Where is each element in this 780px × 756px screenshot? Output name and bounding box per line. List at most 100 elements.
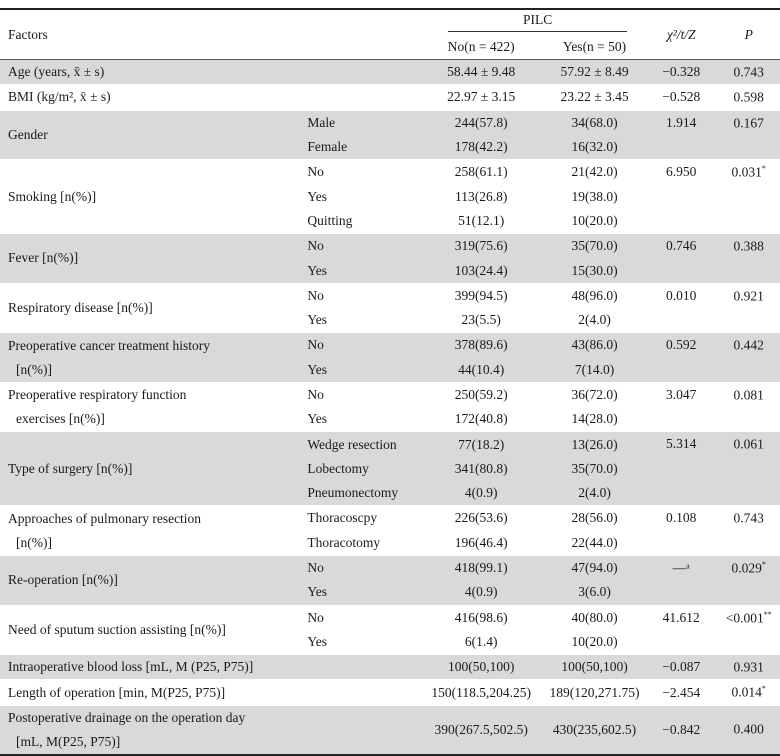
pilc-no-value: 100(50,100) xyxy=(418,654,545,680)
statistic-value: —ᵃ xyxy=(644,554,718,606)
factor-label: Respiratory disease [n(%)] xyxy=(0,282,306,333)
pilc-no-value: 6(1.4) xyxy=(418,629,545,655)
pilc-no-value: 51(12.1) xyxy=(418,208,545,234)
pilc-no-value: 103(24.4) xyxy=(418,258,545,284)
pilc-no-value: 23(5.5) xyxy=(418,307,545,333)
factor-label-line: Approaches of pulmonary resection xyxy=(8,510,202,526)
subgroup-label: Yes xyxy=(305,357,419,383)
table-row: Yes 6(1.4) 10(20.0) xyxy=(0,629,780,655)
pilc-no-value: 418(99.1) xyxy=(418,554,545,581)
table-row: Gender Male 244(57.8) 34(68.0) 1.914 0.167 xyxy=(0,109,780,160)
p-value: 0.931 xyxy=(717,654,780,680)
p-value: 0.167 xyxy=(717,109,780,160)
p-value: 0.400 xyxy=(717,704,780,755)
pilc-no-value: 172(40.8) xyxy=(418,407,545,432)
table-row: Yes 113(26.8) 19(38.0) xyxy=(0,184,780,209)
pilc-no-value: 319(75.6) xyxy=(418,233,545,259)
table-row: Yes 103(24.4) 15(30.0) xyxy=(0,258,780,284)
factor-label-line: [mL, M(P25, P75)] xyxy=(16,733,121,749)
table-row: Lobectomy 341(80.8) 35(70.0) xyxy=(0,456,780,482)
subgroup-label: Wedge resection xyxy=(305,431,419,457)
factor-label-line: [n(%)] xyxy=(16,361,52,377)
table-row: Fever [n(%)] No 319(75.6) 35(70.0) 0.746 0.38… xyxy=(0,233,780,284)
pilc-no-value: 399(94.5) xyxy=(418,282,545,308)
table-row: Type of surgery [n(%)] Wedge resection 77(… xyxy=(0,431,780,506)
p-value-text: 0.061 xyxy=(733,436,764,452)
p-value-text: 0.388 xyxy=(733,238,764,254)
significance-mark: ** xyxy=(763,609,772,619)
pilc-no-value: 58.44 ± 9.48 xyxy=(418,58,545,85)
p-value-text: 0.400 xyxy=(733,721,764,737)
pilc-yes-value: 10(20.0) xyxy=(544,208,645,234)
pilc-no-value: 244(57.8) xyxy=(418,109,545,135)
pilc-no-value: 22.97 ± 3.15 xyxy=(418,84,545,111)
pilc-yes-value: 47(94.0) xyxy=(544,554,645,581)
pilc-yes-value: 22(44.0) xyxy=(544,530,645,556)
pilc-yes-value: 43(86.0) xyxy=(544,332,645,358)
pilc-no-value: 196(46.4) xyxy=(418,530,545,556)
factor-label: Gender xyxy=(0,109,306,160)
pilc-yes-value: 48(96.0) xyxy=(544,282,645,308)
pilc-yes-value: 34(68.0) xyxy=(544,109,645,135)
p-value-text: 0.743 xyxy=(733,64,764,80)
subgroup-label xyxy=(305,679,419,706)
statistic-value: 5.314 xyxy=(644,431,718,506)
factor-label: Smoking [n(%)] xyxy=(0,159,306,234)
pilc-no-value: 4(0.9) xyxy=(418,481,545,506)
header-factors: Factors xyxy=(0,9,306,60)
p-value: 0.061 xyxy=(717,431,780,506)
pilc-yes-value: 19(38.0) xyxy=(544,184,645,209)
pilc-yes-value: 40(80.0) xyxy=(544,604,645,630)
pilc-yes-value: 10(20.0) xyxy=(544,629,645,655)
statistic-value: 0.108 xyxy=(644,505,718,556)
table-row: Length of operation [min, M(P25, P75)] 15… xyxy=(0,679,780,706)
subgroup-label xyxy=(305,58,419,85)
factor-label-line: BMI (kg/m², x̄ ± s) xyxy=(8,89,111,105)
p-value: 0.442 xyxy=(717,332,780,383)
table-row: BMI (kg/m², x̄ ± s) 22.97 ± 3.15 23.22 ± 3… xyxy=(0,84,780,111)
pilc-no-value: 178(42.2) xyxy=(418,134,545,160)
subgroup-label: Thoracoscpy xyxy=(305,505,419,531)
pilc-no-value: 390(267.5,502.5) xyxy=(418,704,545,755)
p-value: 0.388 xyxy=(717,233,780,284)
factor-label-line: [n(%)] xyxy=(16,534,52,550)
significance-mark: * xyxy=(761,559,766,569)
pilc-no-value: 4(0.9) xyxy=(418,580,545,606)
pilc-yes-value: 57.92 ± 8.49 xyxy=(544,58,645,85)
factor-label: BMI (kg/m², x̄ ± s) xyxy=(0,84,306,111)
factor-label: Intraoperative blood loss [mL, M (P25, P… xyxy=(0,654,306,680)
header-p: P xyxy=(717,9,780,60)
header-pilc-no: No(n = 422) xyxy=(418,34,545,60)
p-value: 0.029* xyxy=(717,554,780,606)
p-value-text: 0.598 xyxy=(733,89,764,105)
pilc-yes-value: 430(235,602.5) xyxy=(544,704,645,755)
header-pilc: PILC xyxy=(418,9,645,35)
statistic-value: −0.842 xyxy=(644,704,718,755)
header-pilc-yes: Yes(n = 50) xyxy=(544,34,645,60)
table-row: Smoking [n(%)] No 258(61.1) 21(42.0) 6.950 0.… xyxy=(0,159,780,234)
pilc-yes-value: 16(32.0) xyxy=(544,134,645,160)
subgroup-label: No xyxy=(305,381,419,408)
statistic-value: −0.528 xyxy=(644,84,718,111)
pilc-no-value: 378(89.6) xyxy=(418,332,545,358)
table-row: Re-operation [n(%)] No 418(99.1) 47(94.0) —ᵃ… xyxy=(0,554,780,606)
pilc-yes-value: 36(72.0) xyxy=(544,381,645,408)
p-value-text: 0.921 xyxy=(733,288,764,304)
statistic-value: 0.592 xyxy=(644,332,718,383)
factor-label-line: Smoking [n(%)] xyxy=(8,188,97,204)
subgroup-label: Pneumonectomy xyxy=(305,481,419,506)
significance-mark: * xyxy=(761,684,766,694)
factor-label-line: Length of operation [min, M(P25, P75)] xyxy=(8,684,226,700)
subgroup-label xyxy=(305,84,419,111)
pilc-yes-value: 100(50,100) xyxy=(544,654,645,680)
factor-label-line: Respiratory disease [n(%)] xyxy=(8,299,153,315)
subgroup-label: Male xyxy=(305,109,419,135)
statistic-value: 1.914 xyxy=(644,109,718,160)
subgroup-label: Thoracotomy xyxy=(305,530,419,556)
p-value-text: 0.081 xyxy=(733,387,764,403)
subgroup-label: Yes xyxy=(305,307,419,333)
factor-label-line: Postoperative drainage on the operation … xyxy=(8,709,246,725)
statistic-value: −2.454 xyxy=(644,679,718,706)
p-value-text: 0.743 xyxy=(733,510,764,526)
statistic-value: −0.328 xyxy=(644,58,718,85)
